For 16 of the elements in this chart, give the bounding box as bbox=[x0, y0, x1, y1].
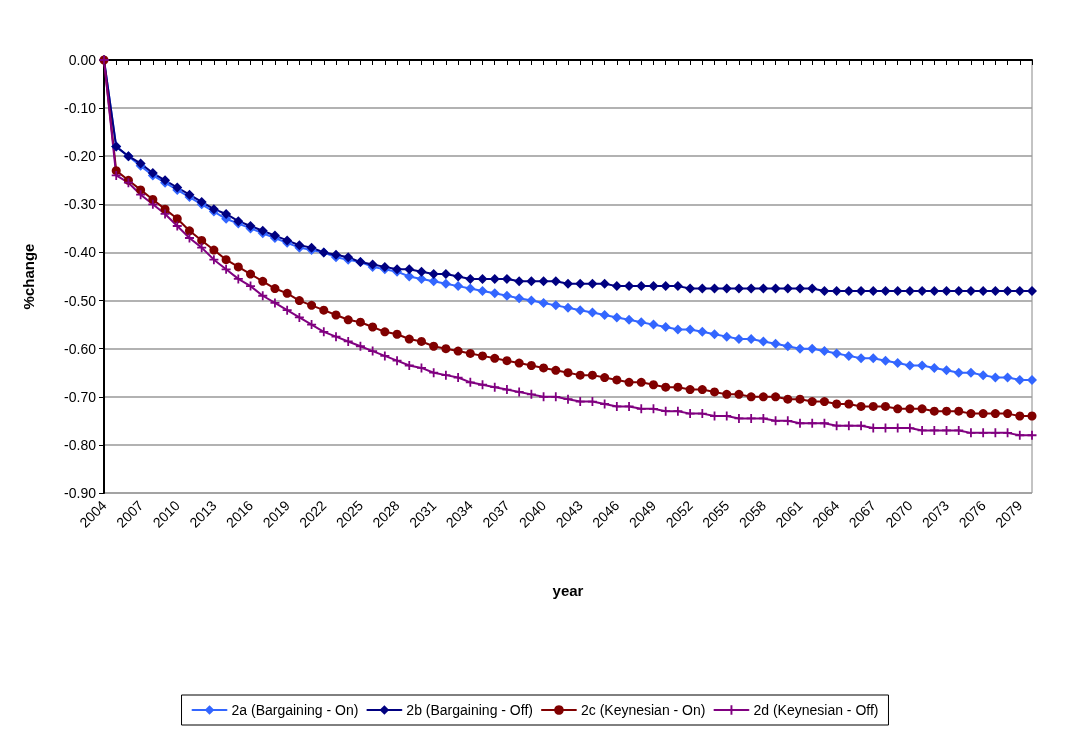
y-tick-label: -0.30 bbox=[64, 196, 97, 213]
y-tick-label: -0.20 bbox=[64, 148, 97, 165]
legend-label: 2b (Bargaining - Off) bbox=[406, 702, 533, 718]
y-tick-label: -0.80 bbox=[64, 436, 97, 453]
y-tick-label: -0.50 bbox=[64, 292, 97, 309]
y-tick-label: -0.70 bbox=[64, 388, 97, 405]
y-axis-title: %change bbox=[20, 243, 37, 310]
y-tick-label: -0.40 bbox=[64, 244, 97, 261]
legend-label: 2d (Keynesian - Off) bbox=[753, 702, 879, 718]
legend-label: 2c (Keynesian - On) bbox=[580, 702, 706, 718]
y-tick-label: -0.60 bbox=[64, 340, 97, 357]
y-tick-label: 0.00 bbox=[68, 52, 97, 68]
legend-label: 2a (Bargaining - On) bbox=[231, 702, 359, 718]
y-tick-label: -0.90 bbox=[64, 485, 97, 501]
y-tick-label: -0.10 bbox=[64, 100, 97, 117]
x-axis-title: year bbox=[552, 582, 584, 599]
